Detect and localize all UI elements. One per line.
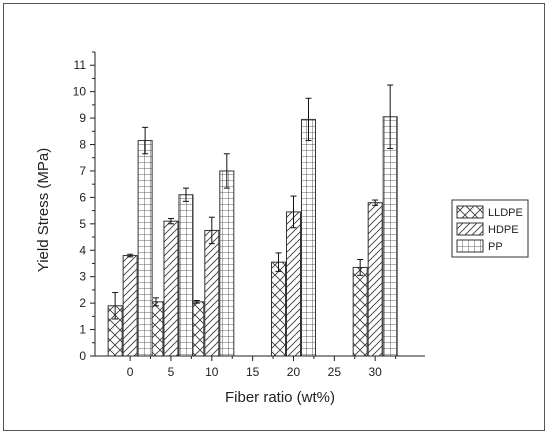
- error-bar-hdpe-10: [208, 216, 215, 245]
- bar-hdpe-20: [285, 211, 301, 357]
- error-bar-lldpe-30: [357, 259, 364, 276]
- bar-pp-0: [137, 140, 153, 357]
- bar-pp-30: [382, 116, 398, 357]
- error-bar-pp-20: [305, 97, 312, 142]
- y-tick-label-4: 4: [79, 243, 86, 257]
- y-tick-label-11: 11: [74, 58, 87, 72]
- x-axis-label: Fiber ratio (wt%): [225, 389, 335, 406]
- x-tick-label-20: 20: [287, 365, 301, 379]
- error-bar-lldpe-10: [193, 299, 200, 304]
- bar-pp-5: [178, 194, 194, 357]
- y-tick-label-10: 10: [73, 85, 87, 99]
- error-bars-layer: [112, 84, 394, 320]
- x-tick-label-0: 0: [127, 365, 134, 379]
- bar-hdpe-5: [163, 220, 179, 357]
- y-tick-label-0: 0: [79, 349, 86, 363]
- bar-pp-20: [300, 118, 316, 357]
- error-bar-pp-0: [142, 126, 149, 155]
- y-tick-label-8: 8: [79, 138, 86, 152]
- x-tick-label-10: 10: [205, 365, 219, 379]
- x-tick-label-15: 15: [246, 365, 260, 379]
- y-tick-label-9: 9: [79, 111, 86, 125]
- error-bar-lldpe-5: [152, 297, 159, 307]
- x-tick-label-30: 30: [368, 365, 382, 379]
- x-tick-label-25: 25: [328, 365, 342, 379]
- legend-swatch-pp: [456, 239, 484, 253]
- y-tick-label-7: 7: [79, 164, 86, 178]
- bar-lldpe-20: [270, 261, 286, 357]
- error-bar-pp-5: [182, 187, 189, 202]
- bars-layer: [107, 116, 398, 357]
- y-axis-label: Yield Stress (MPa): [35, 148, 52, 272]
- error-bar-pp-30: [387, 84, 394, 149]
- error-bar-hdpe-20: [290, 195, 297, 229]
- y-tick-label-5: 5: [79, 217, 86, 231]
- error-bar-hdpe-5: [167, 218, 174, 225]
- bar-hdpe-0: [122, 255, 138, 357]
- y-tick-label-6: 6: [79, 190, 86, 204]
- bar-hdpe-10: [204, 229, 220, 357]
- y-tick-label-3: 3: [79, 270, 86, 284]
- bar-hdpe-30: [367, 202, 383, 357]
- legend-label-hdpe: HDPE: [488, 224, 519, 236]
- error-bar-lldpe-0: [112, 292, 119, 320]
- x-tick-label-5: 5: [168, 365, 175, 379]
- axes-layer: 0 1 2 3 4 5 6 7 8 9 10 11 0 5 10 15 20 25 30: [73, 51, 425, 379]
- legend: LLDPE HDPE PP: [451, 199, 529, 258]
- error-bar-lldpe-20: [275, 252, 282, 272]
- bar-pp-10: [219, 170, 235, 357]
- legend-swatch-hdpe: [456, 222, 484, 236]
- legend-label-pp: PP: [488, 241, 503, 253]
- y-tick-label-2: 2: [79, 296, 86, 310]
- y-tick-label-1: 1: [79, 323, 86, 337]
- error-bar-hdpe-30: [372, 199, 379, 206]
- legend-swatch-lldpe: [456, 205, 484, 219]
- legend-label-lldpe: LLDPE: [488, 207, 523, 219]
- bar-lldpe-30: [352, 266, 368, 357]
- error-bar-pp-10: [223, 153, 230, 189]
- error-bar-hdpe-0: [127, 253, 134, 258]
